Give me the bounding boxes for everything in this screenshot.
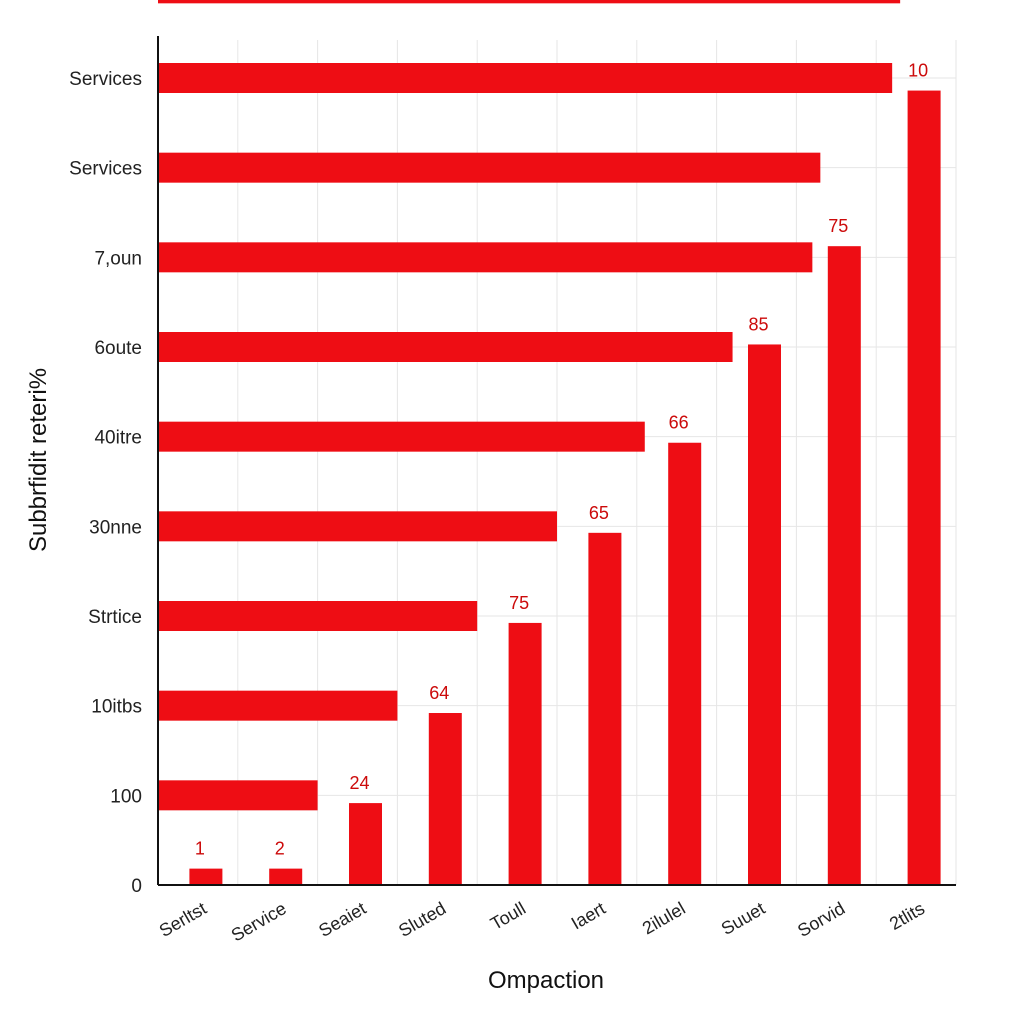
y-tick-label: 7,oun (94, 248, 142, 269)
y-axis-title: Subbrfidit reteri% (25, 368, 52, 552)
data-label: 66 (669, 413, 689, 433)
horizontal-bar (158, 63, 893, 93)
horizontal-bar (158, 242, 813, 273)
horizontal-bar (158, 0, 901, 4)
x-tick-label: Service (228, 898, 290, 945)
y-tick-label: Services (69, 69, 142, 90)
axes (157, 36, 956, 886)
y-tick-label: 30nne (89, 517, 142, 538)
horizontal-bar (158, 780, 318, 811)
data-label: 1 (195, 839, 205, 859)
x-tick-label: Iaert (568, 898, 609, 933)
horizontal-bar (158, 152, 821, 183)
data-label: 64 (429, 683, 449, 703)
x-tick-label: Sorvid (794, 898, 848, 941)
y-tick-label: 6oute (94, 338, 142, 359)
horizontal-bar (158, 332, 733, 362)
x-tick-label: Sluted (395, 898, 449, 941)
horizontal-bar (158, 690, 398, 721)
y-tick-label: Strtice (88, 607, 142, 628)
horizontal-bar (158, 421, 645, 452)
y-tick-label: 10itbs (91, 697, 142, 718)
column-bar (748, 344, 781, 886)
x-tick-label: 2tlits (886, 898, 928, 934)
y-tick-label: 0 (131, 876, 142, 897)
data-labels: 1 2 24 64 75 65 66 85 75 10 (195, 61, 928, 859)
x-tick-label: 2ilulel (639, 898, 689, 938)
x-axis-title: Ompaction (488, 967, 604, 994)
column-bar (588, 532, 622, 885)
y-tick-label: 100 (110, 786, 142, 807)
data-label: 65 (589, 503, 609, 523)
x-tick-label: Serltst (156, 898, 210, 941)
column-bars (189, 90, 941, 886)
data-label: 10 (908, 61, 928, 81)
column-bar (189, 868, 223, 885)
y-tick-labels: 0 100 10itbs Strtice 30nne 40itre 6oute 7,oun Se… (69, 69, 142, 897)
data-label: 75 (828, 216, 848, 236)
x-tick-label: Suuet (718, 898, 769, 939)
column-bar (668, 442, 702, 885)
horizontal-bar (158, 601, 478, 631)
y-tick-label: 40itre (94, 428, 142, 449)
column-bar (428, 713, 462, 885)
x-tick-labels: Serltst Service Seaiet Sluted Toull Iaert 2ilu… (156, 898, 928, 945)
data-label: 2 (275, 839, 285, 859)
column-bar (349, 803, 382, 885)
column-bar (508, 622, 542, 885)
x-tick-label: Seaiet (315, 898, 369, 941)
x-tick-label: Toull (487, 898, 529, 934)
column-bar (827, 246, 861, 885)
data-label: 75 (509, 593, 529, 613)
data-label: 24 (349, 773, 369, 793)
horizontal-bars (158, 0, 901, 811)
column-bar (907, 90, 941, 885)
y-tick-label: Services (69, 159, 142, 180)
column-bar (269, 868, 303, 885)
horizontal-bar (158, 511, 557, 542)
data-label: 85 (748, 314, 768, 334)
